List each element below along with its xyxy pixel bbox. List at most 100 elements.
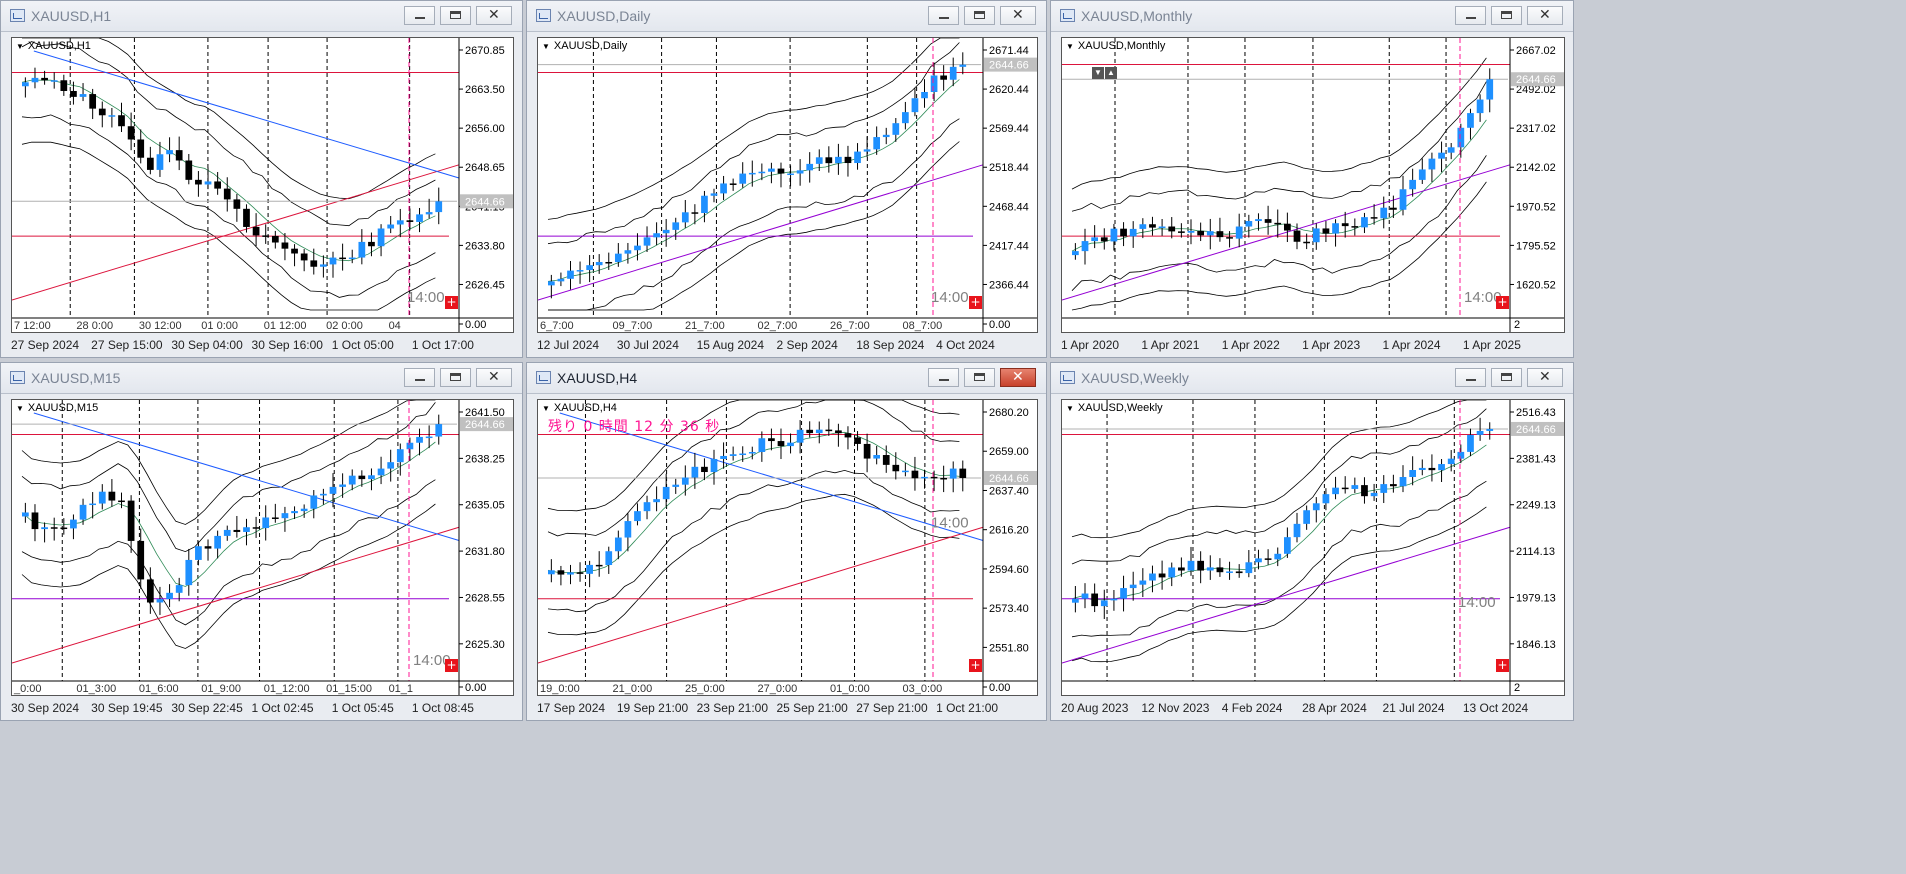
title-bar[interactable]: XAUUSD,Monthly — [1051, 1, 1573, 32]
trend-line[interactable] — [12, 164, 460, 301]
bullish-candle — [1428, 158, 1436, 170]
plus-icon[interactable]: + — [445, 658, 458, 672]
maximize-button[interactable] — [440, 368, 471, 387]
trend-line[interactable] — [559, 412, 984, 541]
window-title: XAUUSD,H1 — [31, 8, 112, 24]
close-button[interactable] — [1000, 368, 1036, 387]
triangle-down-icon[interactable]: ▼ — [1066, 42, 1074, 51]
title-bar[interactable]: XAUUSD,M15 — [1, 363, 522, 394]
price-chart-m15[interactable]: ▼ XAUUSD,M15 14:00 2641.50 2638.25 2635.05 263… — [11, 399, 514, 696]
bullish-candle — [22, 82, 29, 87]
chart-window-h1[interactable]: XAUUSD,H1▼XAUUSD,H114:002670.852663.5026… — [0, 0, 523, 358]
bearish-candle — [41, 77, 48, 81]
trend-line[interactable] — [33, 412, 460, 541]
title-bar[interactable]: XAUUSD,H4 — [527, 363, 1046, 394]
trend-line[interactable] — [538, 164, 984, 301]
plus-icon[interactable]: + — [969, 295, 982, 309]
chart-symbol-label: ▼ XAUUSD,H4 — [542, 402, 617, 414]
triangle-down-icon[interactable]: ▼ — [1066, 404, 1074, 413]
chart-window-weekly[interactable]: XAUUSD,Weekly ▼XAUUSD,Weekly14:002516.432… — [1050, 362, 1574, 721]
maximize-button[interactable] — [964, 368, 995, 387]
triangle-down-icon[interactable]: ▼ — [16, 42, 24, 51]
plus-icon[interactable]: + — [1496, 658, 1509, 672]
maximize-button[interactable] — [1491, 368, 1522, 387]
up-arrow-icon[interactable]: ▲ — [1105, 67, 1117, 79]
price-label: 0.00 — [989, 682, 1010, 694]
price-chart-daily[interactable]: ▼ XAUUSD,Daily 14:00 2671.44 2620.44 2569.44 2… — [537, 37, 1038, 333]
bullish-candle — [396, 449, 404, 463]
triangle-down-icon[interactable]: ▼ — [542, 404, 550, 413]
minimize-button[interactable] — [404, 368, 435, 387]
trend-line[interactable] — [12, 526, 460, 664]
time-axis-label: 2 Sep 2024 — [776, 338, 838, 352]
price-chart-h1[interactable]: ▼ XAUUSD,H1 14:00 2670.85 2663.50 2656.00 2648… — [11, 37, 514, 333]
close-button[interactable] — [476, 368, 512, 387]
trend-line[interactable] — [33, 50, 460, 179]
minimize-button[interactable] — [1455, 6, 1486, 25]
bollinger-band-line — [22, 38, 436, 200]
minimize-button[interactable] — [928, 368, 959, 387]
price-chart-monthly[interactable]: ▼ XAUUSD,Monthly ▼ ▲ 14:00 2667.02 2492.02 2317… — [1061, 37, 1565, 333]
current-price-value: 2644.66 — [1516, 424, 1556, 436]
maximize-button[interactable] — [1491, 6, 1522, 25]
bearish-candle — [825, 429, 833, 432]
bullish-candle — [873, 455, 881, 459]
minimize-button[interactable] — [1455, 368, 1486, 387]
title-bar[interactable]: XAUUSD,Daily — [527, 1, 1046, 32]
plus-icon[interactable]: + — [1496, 295, 1509, 309]
maximize-button[interactable] — [964, 6, 995, 25]
inner-time-label: 02 0:00 — [326, 320, 363, 332]
bearish-candle — [1341, 487, 1349, 490]
close-button[interactable] — [476, 6, 512, 25]
bullish-candle — [377, 228, 385, 247]
chart-window-m15[interactable]: XAUUSD,M15 ▼XAUUSD,M1514:002641.502638.25… — [0, 362, 523, 721]
bearish-candle — [1322, 228, 1330, 234]
minimize-button[interactable] — [928, 6, 959, 25]
close-button[interactable] — [1527, 368, 1563, 387]
bullish-candle — [1226, 571, 1233, 573]
triangle-down-icon[interactable]: ▼ — [542, 42, 550, 51]
plus-icon[interactable]: + — [969, 658, 982, 672]
maximize-button[interactable] — [440, 6, 471, 25]
time-axis-label: 20 Aug 2023 — [1061, 701, 1129, 715]
plus-icon[interactable]: + — [445, 295, 458, 309]
bearish-candle — [576, 572, 584, 574]
title-bar[interactable]: XAUUSD,H1 — [1, 1, 522, 32]
bullish-candle — [586, 564, 593, 574]
bearish-candle — [835, 430, 842, 434]
bullish-candle — [329, 257, 337, 265]
bullish-candle — [1187, 560, 1195, 571]
minimize-button[interactable] — [404, 6, 435, 25]
title-bar[interactable]: XAUUSD,Weekly — [1051, 363, 1573, 394]
bullish-candle — [748, 172, 756, 175]
bullish-candle — [1322, 494, 1330, 504]
bullish-candle — [1312, 503, 1320, 511]
close-button[interactable] — [1000, 6, 1036, 25]
price-chart-weekly[interactable]: ▼ XAUUSD,Weekly 14:00 2516.43 2381.43 2249.13… — [1061, 399, 1565, 696]
time-axis-label: 30 Sep 19:45 — [91, 701, 163, 715]
bollinger-band-line — [1071, 57, 1487, 190]
bullish-candle — [1409, 470, 1417, 478]
bearish-candle — [777, 441, 785, 447]
bearish-candle — [137, 139, 145, 158]
bollinger-band-line — [548, 118, 960, 311]
trend-line[interactable] — [538, 526, 984, 664]
triangle-down-icon[interactable]: ▼ — [16, 404, 24, 413]
chart-window-monthly[interactable]: XAUUSD,Monthly ▼XAUUSD,Monthly▼▲14:002667… — [1050, 0, 1574, 358]
time-axis: 27 Sep 2024 27 Sep 15:00 30 Sep 04:00 30 Se… — [11, 334, 514, 356]
bearish-candle — [892, 464, 900, 472]
session-time-label: 14:00 — [931, 289, 969, 306]
bearish-candle — [1370, 217, 1378, 219]
bearish-candle — [233, 529, 241, 532]
down-arrow-icon[interactable]: ▼ — [1092, 67, 1104, 79]
price-label: 2663.50 — [465, 84, 505, 96]
window-title: XAUUSD,M15 — [31, 370, 121, 386]
trend-line[interactable] — [1062, 526, 1511, 664]
current-price-tag — [1511, 72, 1564, 87]
chart-symbol-text: XAUUSD,H1 — [27, 40, 91, 52]
chart-window-daily[interactable]: XAUUSD,Daily ▼XAUUSD,Daily14:002671.44262… — [526, 0, 1047, 358]
trend-line[interactable] — [1062, 164, 1511, 301]
close-button[interactable] — [1527, 6, 1563, 25]
price-chart-h4[interactable]: ▼ XAUUSD,H4 残り 0 時間 12 分 36 秒 14:00 2680.20 2… — [537, 399, 1038, 696]
